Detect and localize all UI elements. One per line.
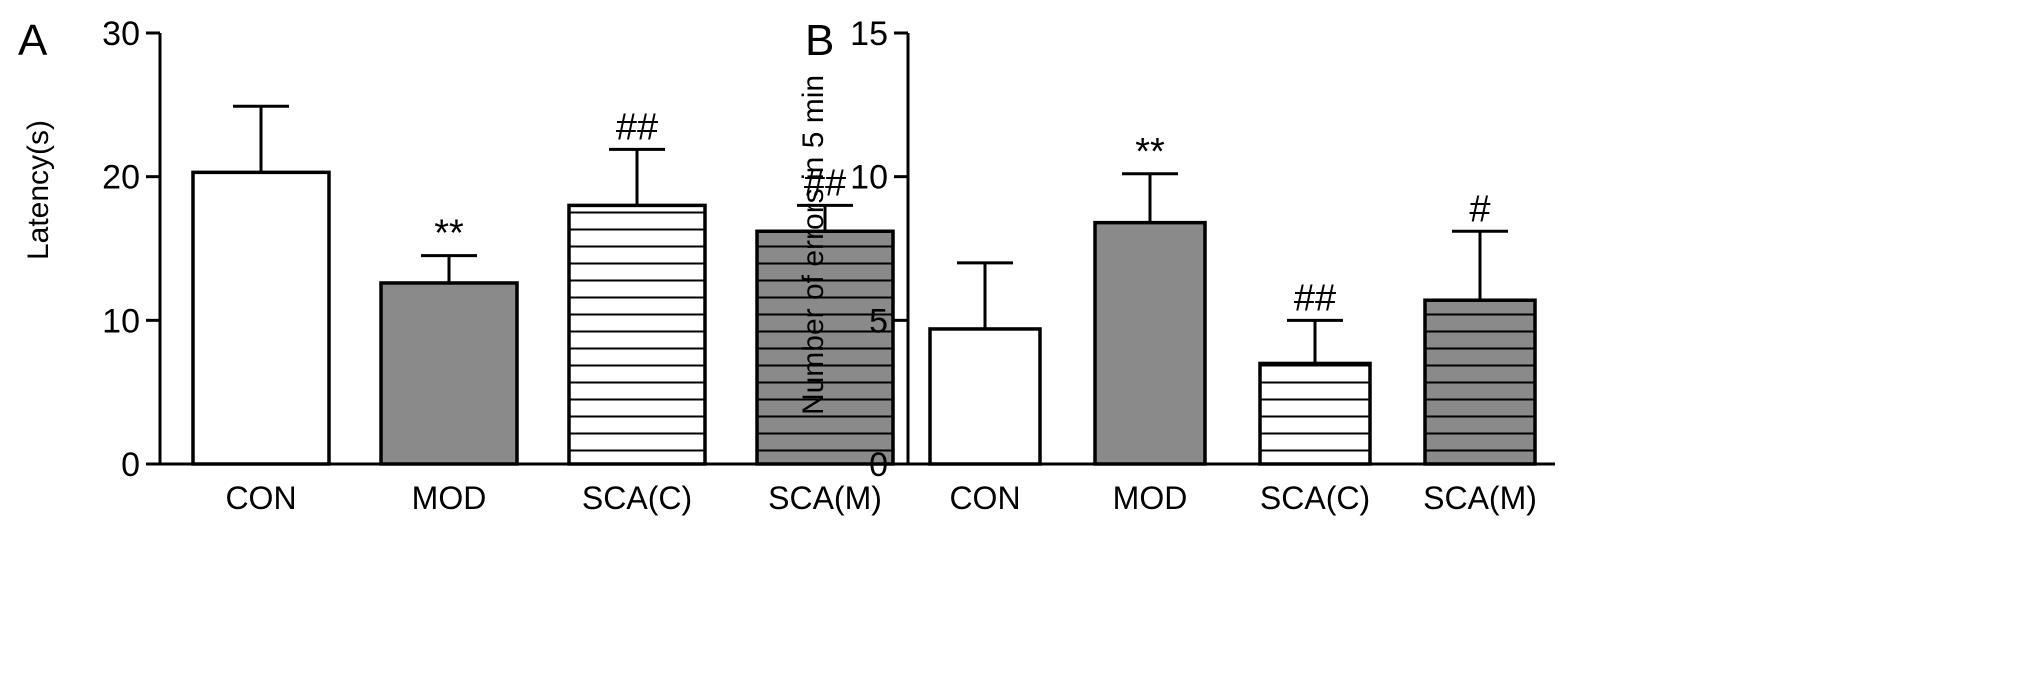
significance-marker: **: [1135, 131, 1165, 173]
x-tick-label: CON: [225, 480, 296, 516]
x-tick-label: SCA(M): [1423, 480, 1537, 516]
bar-mod: [379, 281, 519, 466]
significance-marker: **: [434, 213, 464, 255]
x-tick-label: CON: [949, 480, 1020, 516]
significance-marker: ##: [804, 162, 846, 204]
x-tick-label: MOD: [1113, 480, 1188, 516]
bar-scac: [1258, 361, 1372, 466]
bar-mod: [1093, 220, 1207, 466]
y-tick-label: 0: [121, 446, 140, 484]
y-axis-label: Latency(s): [22, 120, 55, 260]
x-tick-label: MOD: [412, 480, 487, 516]
y-tick-label: 15: [850, 15, 888, 53]
panel-label: A: [18, 16, 48, 65]
y-tick-label: 30: [102, 15, 140, 53]
bar-scac: [567, 203, 707, 466]
panel-a: A 0 10 20 30 Latency(s) CON ** MOD ## SCA(C) ## SCA(…: [18, 15, 1000, 516]
bar-scam: [1423, 298, 1537, 466]
panel-label: B: [805, 16, 834, 65]
significance-marker: ##: [616, 106, 658, 148]
significance-marker: #: [1469, 188, 1490, 230]
y-tick-label: 10: [102, 302, 140, 340]
y-axis-label: Number of errors in 5 min: [797, 75, 830, 415]
y-tick-label: 20: [102, 159, 140, 197]
y-tick-label: 10: [850, 159, 888, 197]
x-tick-label: SCA(C): [582, 480, 692, 516]
x-tick-label: SCA(C): [1260, 480, 1370, 516]
significance-marker: ##: [1294, 277, 1336, 319]
bar-con: [191, 170, 331, 466]
bar-con: [928, 327, 1042, 466]
x-tick-label: SCA(M): [768, 480, 882, 516]
y-tick-label: 0: [869, 446, 888, 484]
panel-b: B 0 5 10 15 Number of errors in 5 min CON ** MOD…: [797, 15, 1555, 516]
y-tick-label: 5: [869, 302, 888, 340]
bar-scam: [755, 229, 895, 466]
